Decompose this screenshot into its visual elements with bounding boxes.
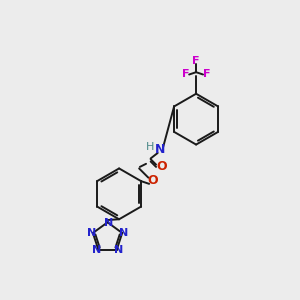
- Text: N: N: [87, 228, 96, 238]
- Text: N: N: [113, 245, 123, 255]
- Text: H: H: [146, 142, 154, 152]
- Text: F: F: [203, 69, 211, 79]
- Text: O: O: [156, 160, 167, 173]
- Text: F: F: [192, 56, 200, 66]
- Text: N: N: [155, 143, 165, 157]
- Text: N: N: [92, 245, 102, 255]
- Text: N: N: [104, 218, 114, 228]
- Text: F: F: [182, 69, 189, 79]
- Text: O: O: [147, 174, 158, 187]
- Text: N: N: [119, 228, 128, 238]
